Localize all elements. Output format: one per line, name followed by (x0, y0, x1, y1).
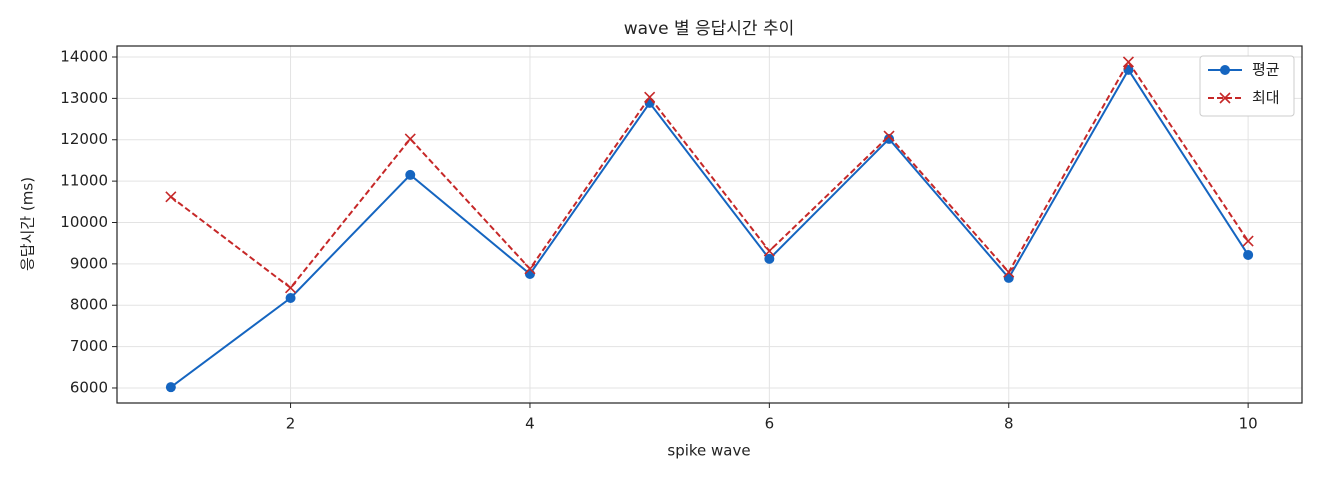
point (1003, 266, 1015, 278)
x-tick-label: 10 (1239, 415, 1258, 433)
legend-label: 평균 (1252, 61, 1280, 79)
point (524, 263, 536, 275)
legend-label: 최대 (1252, 89, 1280, 107)
x-tick-label: 4 (525, 415, 535, 433)
point (284, 282, 297, 294)
series-line (170, 60, 1249, 290)
legend-marker (1219, 92, 1231, 104)
y-tick-label: 8000 (70, 296, 108, 314)
y-tick-label: 7000 (70, 337, 108, 355)
y-tick-label: 12000 (60, 130, 108, 148)
plot-frame (116, 45, 1303, 404)
y-tick-label: 9000 (70, 254, 108, 272)
point (1242, 235, 1254, 247)
chart-title: wave 별 응답시간 추이 (624, 19, 795, 39)
point (405, 169, 416, 180)
y-tick-label: 11000 (60, 172, 108, 190)
legend-box (1199, 55, 1295, 117)
point (165, 191, 177, 203)
y-axis-label: 응답시간 (ms) (19, 177, 37, 271)
point (165, 382, 176, 393)
point (285, 292, 296, 303)
point (884, 133, 895, 144)
point (1003, 272, 1014, 283)
y-tick-label: 6000 (70, 378, 108, 396)
legend-marker (1220, 65, 1230, 75)
point (404, 133, 416, 145)
x-tick-label: 8 (1004, 415, 1014, 433)
point (524, 269, 535, 280)
x-axis-label: spike wave (667, 442, 750, 460)
point (1243, 249, 1254, 260)
y-tick-label: 10000 (60, 213, 108, 231)
point (763, 245, 775, 257)
y-tick-label: 13000 (60, 89, 108, 107)
point (1122, 56, 1135, 68)
series-line (170, 67, 1249, 388)
point (883, 130, 895, 142)
point (644, 91, 656, 103)
point (764, 253, 775, 264)
x-tick-label: 6 (765, 415, 775, 433)
x-tick-label: 2 (286, 415, 296, 433)
y-tick-label: 14000 (60, 48, 108, 66)
